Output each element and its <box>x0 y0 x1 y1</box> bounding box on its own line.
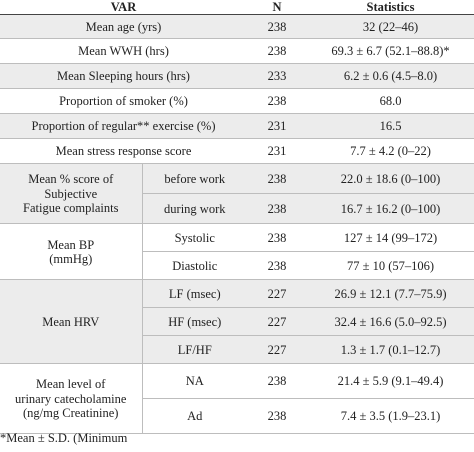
row-stat: 32 (22–46) <box>307 14 474 40</box>
row-stat: 22.0 ± 18.6 (0–100) <box>307 163 474 195</box>
row-n: 227 <box>247 307 308 337</box>
row-label: Proportion of regular** exercise (%) <box>0 113 248 140</box>
table-row: Mean Sleeping hours (hrs) 233 6.2 ± 0.6 … <box>0 63 474 90</box>
row-n: 231 <box>247 113 308 140</box>
group-label-line: urinary catecholamine <box>15 391 127 406</box>
statistics-table: VAR N Statistics Mean age (yrs) 238 32 (… <box>0 0 474 435</box>
row-stat: 69.3 ± 6.7 (52.1–88.8)* <box>307 38 474 65</box>
row-stat: 127 ± 14 (99–172) <box>307 223 474 253</box>
sub-label: Ad <box>141 398 248 435</box>
header-row: VAR N Statistics <box>0 0 474 16</box>
row-stat: 7.4 ± 3.5 (1.9–23.1) <box>307 398 474 435</box>
row-stat: 77 ± 10 (57–106) <box>307 251 474 281</box>
row-label: Mean Sleeping hours (hrs) <box>0 63 248 90</box>
sub-label: LF (msec) <box>141 279 248 309</box>
row-n: 238 <box>247 38 308 65</box>
table-row: HF (msec) 227 32.4 ± 16.6 (5.0–92.5) <box>0 307 474 337</box>
sub-label: NA <box>141 363 248 400</box>
table-row: Mean age (yrs) 238 32 (22–46) <box>0 14 474 40</box>
row-label: Mean stress response score <box>0 138 248 165</box>
group-label-line: Fatigue complaints <box>23 201 119 216</box>
header-n: N <box>247 0 308 16</box>
table-row: LF/HF 227 1.3 ± 1.7 (0.1–12.7) <box>0 335 474 365</box>
group-label-fatigue: Mean % score of Subjective Fatigue compl… <box>0 163 142 225</box>
row-n: 238 <box>247 88 308 115</box>
sub-label: Diastolic <box>141 251 248 281</box>
table-row: Proportion of smoker (%) 238 68.0 <box>0 88 474 115</box>
group-label-line: Mean BP <box>47 237 95 252</box>
row-label: Proportion of smoker (%) <box>0 88 248 115</box>
table-row: Mean stress response score 231 7.7 ± 4.2… <box>0 138 474 165</box>
row-stat: 7.7 ± 4.2 (0–22) <box>307 138 474 165</box>
row-n: 227 <box>247 279 308 309</box>
row-n: 238 <box>247 193 308 225</box>
table-row: Mean BP (mmHg) Systolic 238 127 ± 14 (99… <box>0 223 474 281</box>
row-stat: 26.9 ± 12.1 (7.7–75.9) <box>307 279 474 309</box>
row-stat: 16.7 ± 16.2 (0–100) <box>307 193 474 225</box>
row-stat: 16.5 <box>307 113 474 140</box>
table-row: Proportion of regular** exercise (%) 231… <box>0 113 474 140</box>
row-n: 238 <box>247 251 308 281</box>
table-row: Ad 238 7.4 ± 3.5 (1.9–23.1) <box>0 398 474 435</box>
row-n: 238 <box>247 223 308 253</box>
row-label: Mean WWH (hrs) <box>0 38 248 65</box>
group-label-line: Mean level of <box>36 377 106 392</box>
row-n: 238 <box>247 163 308 195</box>
sub-label: before work <box>141 163 248 195</box>
row-n: 231 <box>247 138 308 165</box>
table-row: Mean WWH (hrs) 238 69.3 ± 6.7 (52.1–88.8… <box>0 38 474 65</box>
row-stat: 68.0 <box>307 88 474 115</box>
header-statistics: Statistics <box>307 0 474 16</box>
row-stat: 21.4 ± 5.9 (9.1–49.4) <box>307 363 474 400</box>
header-var: VAR <box>0 0 248 16</box>
group-label-line: Mean % score of Subjective <box>28 172 114 201</box>
group-label-bp: Mean BP (mmHg) <box>0 223 142 281</box>
row-stat: 32.4 ± 16.6 (5.0–92.5) <box>307 307 474 337</box>
group-label-hrv: Mean HRV <box>0 279 142 365</box>
row-stat: 1.3 ± 1.7 (0.1–12.7) <box>307 335 474 365</box>
row-n: 238 <box>247 363 308 400</box>
table-row: during work 238 16.7 ± 16.2 (0–100) <box>0 193 474 225</box>
row-label: Mean age (yrs) <box>0 14 248 40</box>
row-n: 238 <box>247 14 308 40</box>
group-label-line: (ng/mg Creatinine) <box>23 406 119 421</box>
sub-label: Systolic <box>141 223 248 253</box>
footnote: *Mean ± S.D. (Minimum <box>0 431 128 445</box>
sub-label: HF (msec) <box>141 307 248 337</box>
row-n: 233 <box>247 63 308 90</box>
row-stat: 6.2 ± 0.6 (4.5–8.0) <box>307 63 474 90</box>
sub-label: during work <box>141 193 248 225</box>
table-row: Mean % score of Subjective Fatigue compl… <box>0 163 474 225</box>
row-n: 227 <box>247 335 308 365</box>
sub-label: LF/HF <box>141 335 248 365</box>
table-row: Diastolic 238 77 ± 10 (57–106) <box>0 251 474 281</box>
table-row: Mean level of urinary catecholamine (ng/… <box>0 363 474 435</box>
group-label-line: (mmHg) <box>49 251 93 266</box>
group-label-catecholamine: Mean level of urinary catecholamine (ng/… <box>0 363 142 435</box>
table-row: Mean HRV LF (msec) 227 26.9 ± 12.1 (7.7–… <box>0 279 474 365</box>
row-n: 238 <box>247 398 308 435</box>
